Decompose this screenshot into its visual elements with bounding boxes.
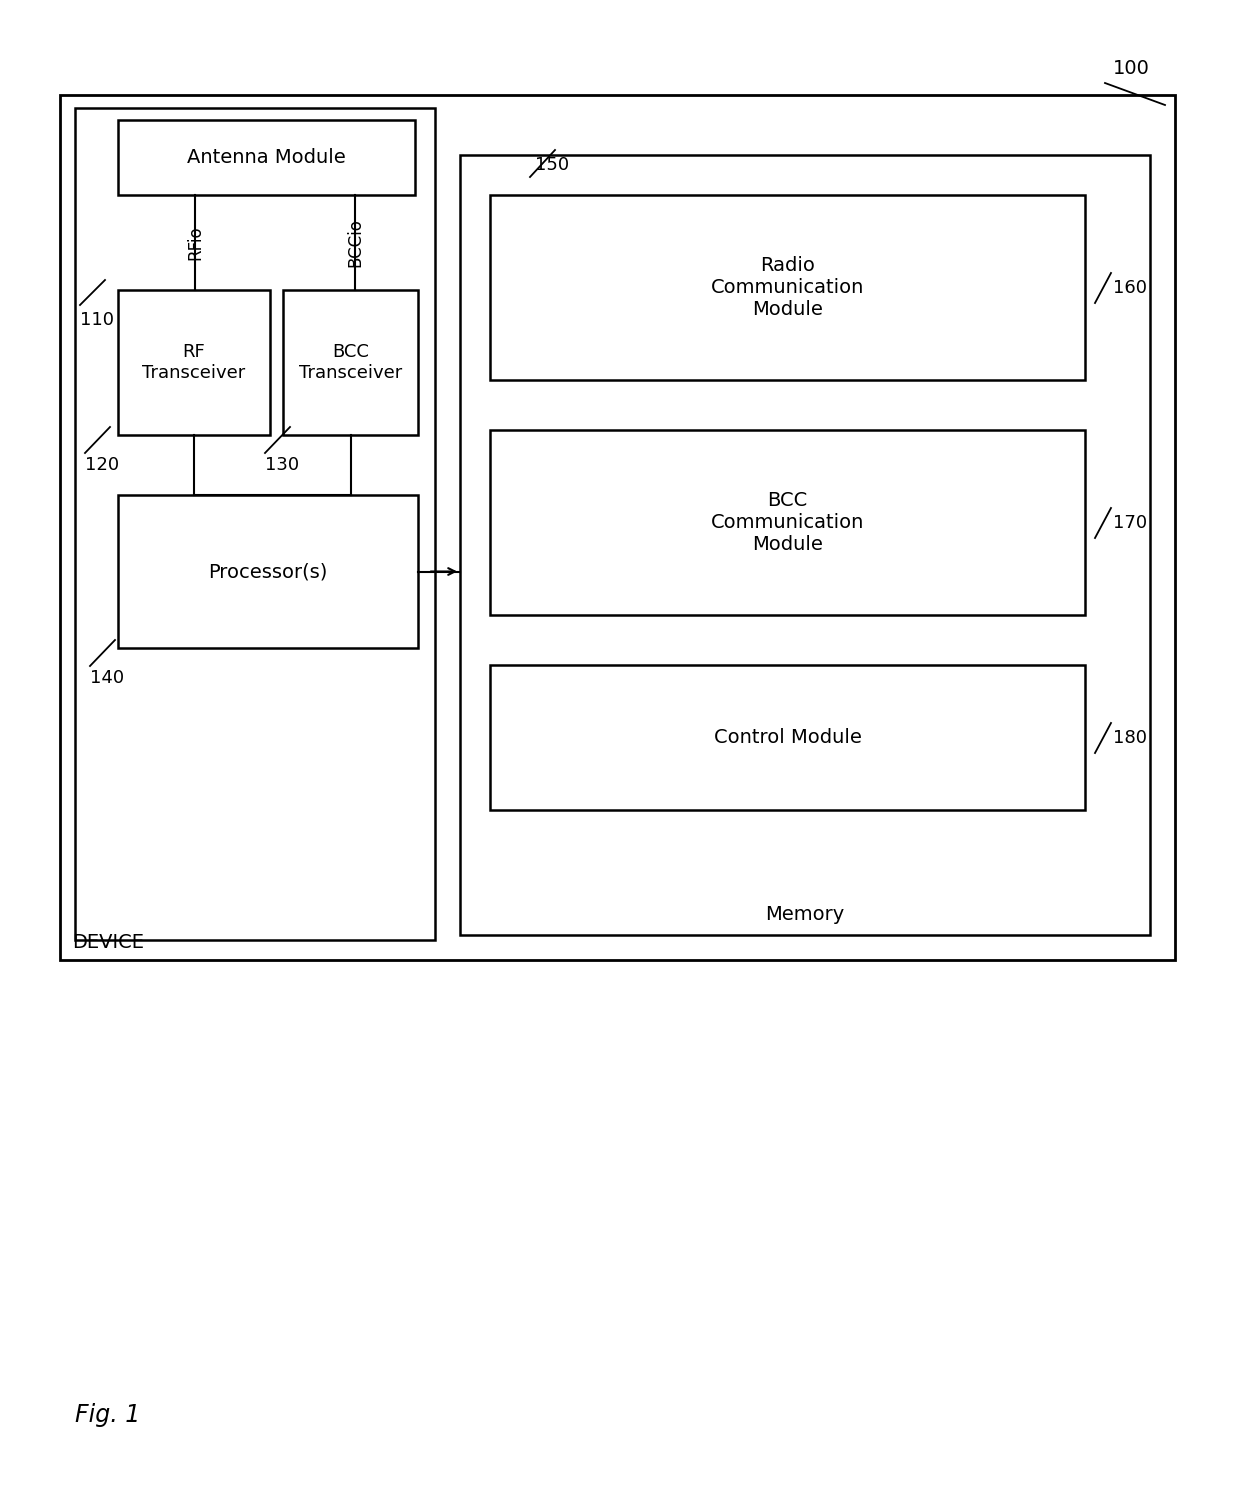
Bar [118,119,415,195]
Bar [460,156,1149,935]
Text: DEVICE: DEVICE [72,932,144,952]
Text: BCCio: BCCio [346,218,365,267]
Text: 110: 110 [81,311,114,329]
Text: Processor(s): Processor(s) [208,562,327,582]
Text: 130: 130 [265,456,299,474]
Text: 180: 180 [1114,728,1147,746]
Text: 120: 120 [86,456,119,474]
Bar [60,95,1176,959]
Text: 150: 150 [534,156,569,174]
Text: Fig. 1: Fig. 1 [74,1404,140,1426]
Bar [490,431,1085,615]
Text: 140: 140 [91,669,124,688]
Text: Control Module: Control Module [713,728,862,746]
Bar [118,496,418,648]
Text: RFio: RFio [186,225,205,260]
Text: Antenna Module: Antenna Module [187,148,346,168]
Text: Memory: Memory [765,905,844,925]
Text: Radio
Communication
Module: Radio Communication Module [711,255,864,319]
Text: BCC
Communication
Module: BCC Communication Module [711,491,864,555]
Text: RF
Transceiver: RF Transceiver [143,343,246,382]
Bar [490,195,1085,379]
Text: 170: 170 [1114,514,1147,532]
Bar [490,665,1085,810]
Bar [283,290,418,435]
Text: BCC
Transceiver: BCC Transceiver [299,343,402,382]
Text: 160: 160 [1114,280,1147,298]
Bar [118,290,270,435]
Bar [74,107,435,940]
Text: 100: 100 [1114,59,1149,77]
